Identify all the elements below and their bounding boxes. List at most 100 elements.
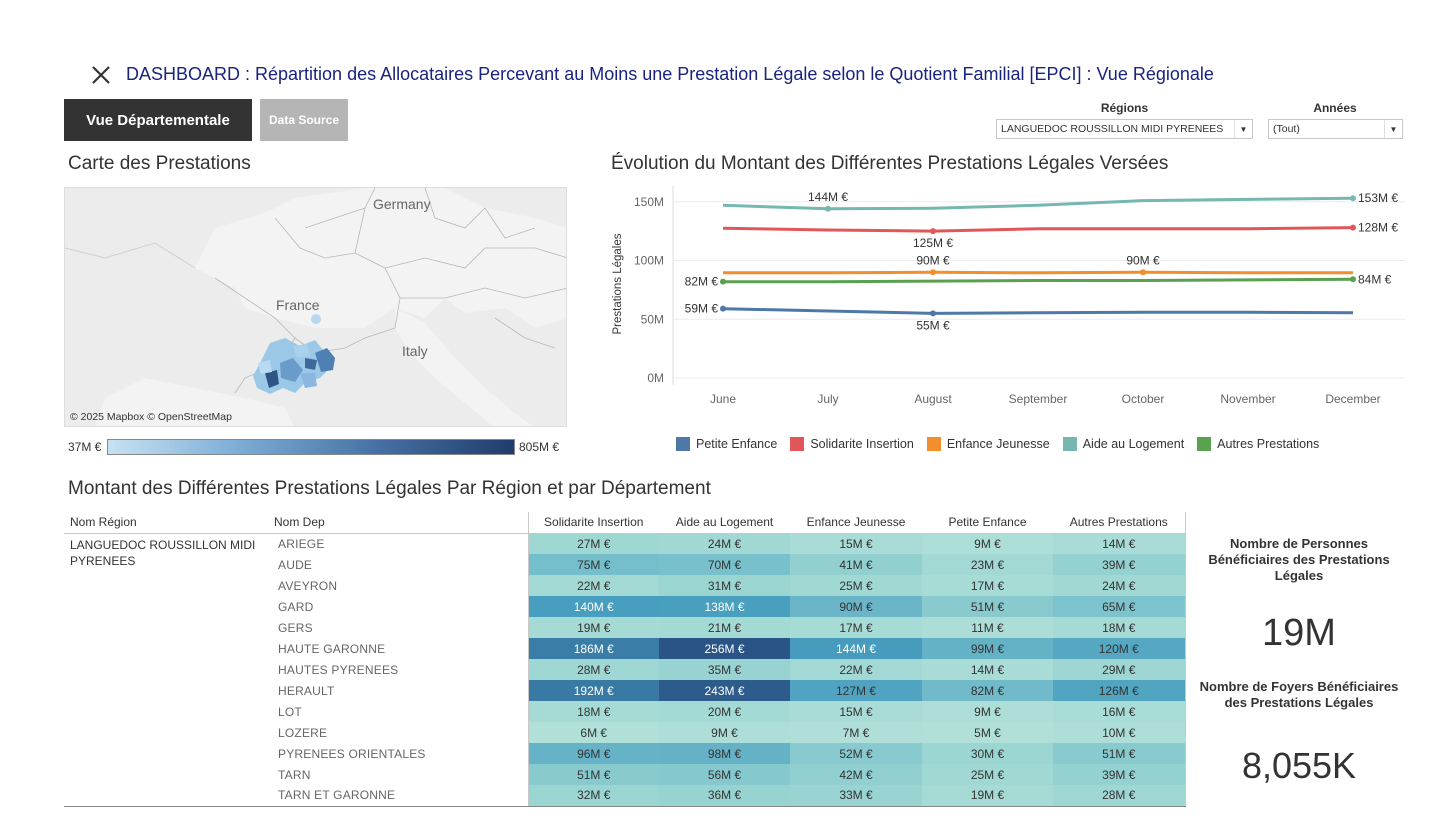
cell-autres-prestations: 18M € [1053,617,1186,638]
close-icon[interactable] [88,62,114,88]
cell-solidarite-insertion: 140M € [527,596,659,617]
vue-departementale-button[interactable]: Vue Départementale [64,99,252,141]
map-color-legend [107,439,515,455]
chevron-down-icon: ▼ [1384,120,1402,138]
table-row[interactable]: GARD 140M €138M €90M €51M €65M € [64,596,1186,617]
cell-autres-prestations: 14M € [1053,533,1186,554]
cell-petite-enfance: 9M € [922,533,1053,554]
table-row[interactable]: AVEYRON 22M €31M €25M €17M €24M € [64,575,1186,596]
x-tick-label: December [1325,392,1380,406]
table-row[interactable]: HAUTES PYRENEES 28M €35M €22M €14M €29M € [64,659,1186,680]
table-row[interactable]: PYRENEES ORIENTALES 96M €98M €52M €30M €5… [64,743,1186,764]
cell-petite-enfance: 17M € [922,575,1053,596]
col-header-enfance-jeunesse[interactable]: Enfance Jeunesse [790,512,922,534]
cell-autres-prestations: 29M € [1053,659,1186,680]
data-point[interactable] [930,310,936,317]
cell-aide-logement: 256M € [659,638,790,659]
data-point[interactable] [1350,224,1356,231]
map-legend-min: 37M € [68,440,102,454]
table-row[interactable]: LOT 18M €20M €15M €9M €16M € [64,701,1186,722]
cell-autres-prestations: 126M € [1053,680,1186,701]
col-header-nom-region[interactable]: Nom Région [64,512,268,534]
legend-item[interactable]: Autres Prestations [1197,437,1319,451]
legend-label: Enfance Jeunesse [946,437,1050,451]
prestations-table: Nom Région Nom Dep Solidarite Insertion … [64,512,1186,807]
data-label: 55M € [916,318,950,332]
cell-enfance-jeunesse: 41M € [790,554,922,575]
line-chart[interactable]: 0M 50M 100M 150M Prestations Légales June July… [605,180,1415,415]
data-label: 82M € [685,275,719,289]
data-point[interactable] [720,305,726,312]
cell-enfance-jeunesse: 52M € [790,743,922,764]
cell-autres-prestations: 28M € [1053,785,1186,807]
y-tick-label: 0M [647,371,664,385]
legend-item[interactable]: Enfance Jeunesse [926,437,1050,451]
chevron-down-icon: ▼ [1234,120,1252,138]
table-row[interactable]: TARN 51M €56M €42M €25M €39M € [64,764,1186,785]
dashboard-title: DASHBOARD : Répartition des Allocataires… [126,64,1214,84]
table-row[interactable]: GERS 19M €21M €17M €11M €18M € [64,617,1186,638]
series-line[interactable] [723,277,1354,284]
legend-swatch [676,437,690,451]
annees-select[interactable]: (Tout) ▼ [1268,119,1403,139]
legend-item[interactable]: Aide au Logement [1062,437,1185,451]
legend-item[interactable]: Petite Enfance [676,437,777,451]
y-axis-label: Prestations Légales [612,233,624,334]
annees-filter-label: Années [1313,101,1357,115]
col-header-nom-dep[interactable]: Nom Dep [268,512,528,534]
legend-label: Autres Prestations [1217,437,1320,451]
data-point[interactable] [1350,276,1356,283]
table-row[interactable]: HAUTE GARONNE 186M €256M €144M €99M €120M… [64,638,1186,659]
x-tick-label: September [1009,392,1068,406]
col-header-solidarite-insertion[interactable]: Solidarite Insertion [527,512,659,534]
table-row[interactable]: AUDE 75M €70M €41M €23M €39M € [64,554,1186,575]
data-source-button[interactable]: Data Source [260,99,348,141]
cell-enfance-jeunesse: 127M € [790,680,922,701]
cell-dep: ARIEGE [278,536,325,551]
cell-solidarite-insertion: 6M € [527,722,659,743]
col-header-aide-logement[interactable]: Aide au Logement [659,512,790,534]
col-header-autres-prestations[interactable]: Autres Prestations [1053,512,1186,534]
map-canvas: Germany France Italy [65,188,566,426]
cell-dep: AUDE [278,557,313,572]
legend-label: Aide au Logement [1082,437,1185,451]
data-point[interactable] [1350,195,1356,202]
series-line[interactable] [723,270,1353,275]
series-line[interactable] [722,226,1354,233]
map-legend-max: 805M € [519,440,560,454]
x-tick-label: November [1220,392,1275,406]
table-row[interactable]: LOZERE 6M €9M €7M €5M €10M € [64,722,1186,743]
data-point[interactable] [930,269,936,276]
map-label-germany: Germany [373,196,431,212]
prestations-map[interactable]: Germany France Italy © 2025 Mapbox © Ope… [64,187,567,427]
cell-dep: HAUTES PYRENEES [278,662,399,677]
cell-petite-enfance: 11M € [922,617,1053,638]
cell-enfance-jeunesse: 7M € [790,722,922,743]
data-point[interactable] [1140,269,1146,276]
cell-aide-logement: 138M € [659,596,790,617]
data-point[interactable] [720,278,726,285]
legend-item[interactable]: Solidarite Insertion [790,437,914,451]
cell-autres-prestations: 16M € [1053,701,1186,722]
col-header-petite-enfance[interactable]: Petite Enfance [922,512,1053,534]
line-chart-legend: Petite Enfance Solidarite Insertion Enfanc… [676,437,1332,451]
regions-select[interactable]: LANGUEDOC ROUSSILLON MIDI PYRENEES ▼ [996,119,1253,139]
cell-autres-prestations: 24M € [1053,575,1186,596]
data-point[interactable] [930,228,936,235]
cell-dep: GARD [278,599,314,614]
cell-solidarite-insertion: 22M € [527,575,659,596]
table-row[interactable]: LANGUEDOC ROUSSILLON MIDI PYRENEES ARIEGE… [64,533,1186,807]
cell-solidarite-insertion: 27M € [527,533,659,554]
cell-autres-prestations: 65M € [1053,596,1186,617]
cell-dep: LOT [278,704,302,719]
table-row[interactable]: TARN ET GARONNE 32M €36M €33M €19M €28M € [64,785,1186,807]
x-tick-label: August [914,392,952,406]
y-tick-label: 150M [634,195,664,209]
legend-swatch [790,437,805,451]
region-shape[interactable] [253,314,335,394]
cell-petite-enfance: 5M € [922,722,1053,743]
cell-aide-logement: 9M € [659,722,790,743]
data-point[interactable] [825,205,831,212]
table-row[interactable]: HERAULT 192M €243M €127M €82M €126M € [64,680,1186,701]
series-line[interactable] [722,307,1354,315]
